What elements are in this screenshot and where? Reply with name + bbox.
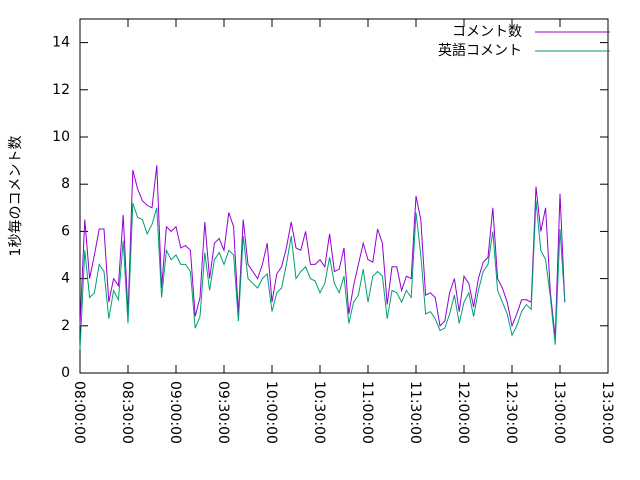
y-tick-label: 10 [52,129,70,145]
x-tick-label: 08:30:00 [119,381,135,444]
x-tick-label: 10:00:00 [263,381,279,444]
x-tick-label: 11:30:00 [407,381,423,444]
y-tick-label: 8 [61,176,70,192]
x-tick-label: 12:00:00 [455,381,471,444]
x-tick-label: 08:00:00 [71,381,87,444]
series-line [79,165,566,338]
y-tick-label: 0 [61,365,70,381]
x-tick-label: 11:00:00 [359,381,375,444]
x-tick-label: 13:30:00 [599,381,615,444]
plot-border [79,18,609,374]
series-line [79,200,566,350]
x-tick-label: 09:00:00 [167,381,183,444]
x-tick-label: 10:30:00 [311,381,327,444]
legend-label: コメント数 [452,24,522,40]
x-tick-label: 12:30:00 [503,381,519,444]
x-tick-label: 13:00:00 [551,381,567,444]
y-tick-label: 4 [61,271,70,287]
legend-label: 英語コメント [438,42,522,59]
y-tick-label: 6 [61,223,70,239]
y-axis-label: 1秒毎のコメント数 [8,136,24,257]
y-tick-label: 14 [52,35,70,51]
x-tick-label: 09:30:00 [215,381,231,444]
y-tick-label: 2 [61,318,70,334]
y-tick-label: 12 [52,82,70,98]
